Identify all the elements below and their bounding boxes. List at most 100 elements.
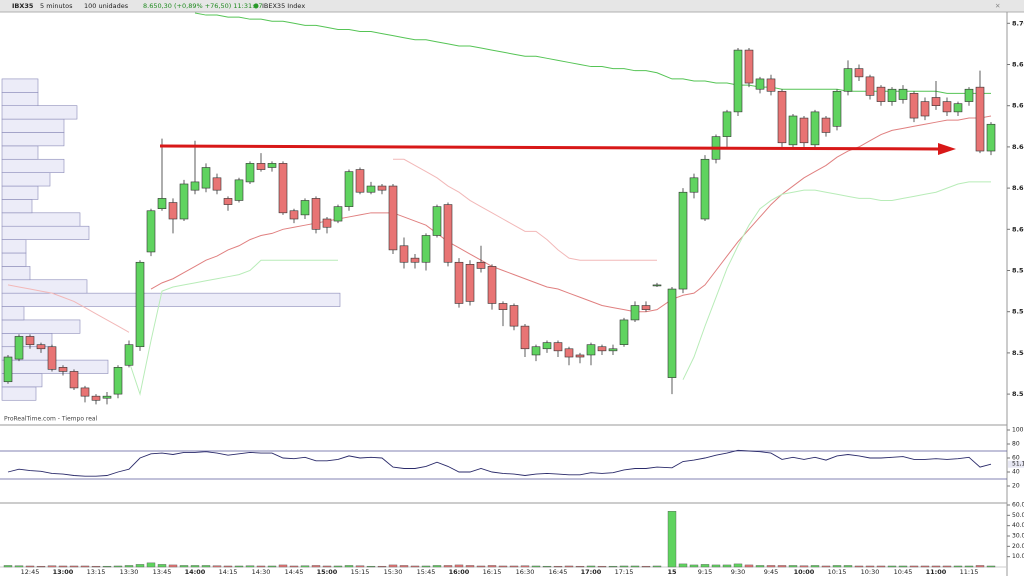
candle-body (25, 336, 35, 345)
close-button[interactable]: ✕ (995, 2, 1000, 10)
volume-bar (542, 565, 552, 568)
candle-body (810, 111, 820, 146)
volume-tick-label: 50.0 (1012, 512, 1024, 519)
candle-body (113, 367, 123, 395)
volume-bar (520, 565, 530, 568)
time-label: 13:45 (153, 568, 172, 576)
profile-bar (1, 319, 81, 334)
volume-bar (942, 565, 952, 568)
volume-bar (509, 565, 519, 568)
volume-bar (91, 565, 101, 568)
candle-body (102, 395, 112, 399)
profile-bar (1, 118, 65, 133)
volume-bar (223, 565, 233, 568)
candle-body (821, 117, 831, 133)
units[interactable]: 100 unidades (84, 2, 129, 10)
candle-body (366, 185, 376, 193)
time-label: 14:00 (185, 568, 206, 576)
candle-body (476, 261, 486, 269)
volume-bar (810, 565, 820, 568)
volume-bar (722, 564, 732, 568)
profile-bar (1, 145, 39, 160)
profile-bar (1, 172, 51, 187)
candle-body (509, 305, 519, 327)
candle-body (80, 387, 90, 397)
volume-bar (641, 565, 651, 568)
candle-body (920, 101, 930, 117)
volume-bar (311, 565, 321, 568)
profile-bar (1, 199, 33, 214)
rsi-last-tag (1008, 460, 1024, 468)
symbol[interactable]: IBX35 (12, 2, 34, 10)
candle-body (399, 245, 409, 263)
candle-body (542, 342, 552, 350)
volume-bar (586, 565, 596, 568)
candle-body (689, 177, 699, 193)
profile-bar (1, 92, 39, 106)
candle-body (421, 235, 431, 263)
overlay-line (194, 12, 991, 94)
candle-body (766, 78, 776, 92)
volume-bar (711, 564, 721, 568)
candle-body (887, 88, 897, 102)
time-label: 16:45 (549, 568, 568, 576)
volume-bar (476, 565, 486, 568)
rsi-tick-label: 20 (1012, 483, 1020, 490)
volume-bar (344, 565, 354, 568)
candle-body (597, 346, 607, 352)
profile-bar (1, 225, 90, 240)
volume-bar (58, 565, 68, 568)
time-label: 16:00 (449, 568, 470, 576)
volume-bar (564, 565, 574, 568)
time-label: 10:45 (894, 568, 913, 576)
time-label: 9:15 (698, 568, 713, 576)
overlay-line (7, 158, 657, 333)
candle-body (36, 344, 46, 350)
candle-body (909, 93, 919, 119)
volume-bar (630, 565, 640, 568)
profile-bar (1, 279, 88, 294)
volume-bar (575, 565, 585, 568)
annotation-arrowhead (938, 143, 956, 155)
volume-bar (777, 565, 787, 568)
volume-bar (102, 565, 112, 568)
volume-bar (289, 565, 299, 568)
candle-body (986, 123, 996, 152)
candle-body (146, 210, 156, 253)
time-label: 13:15 (87, 568, 106, 576)
price-tick-label: 8.52 (1012, 390, 1024, 398)
candle-body (755, 78, 765, 90)
candle-body (777, 90, 787, 144)
profile-bar (1, 386, 37, 401)
volume-bar (256, 565, 266, 568)
time-label: 13:00 (53, 568, 74, 576)
volume-bar (597, 565, 607, 568)
period[interactable]: 5 minutos (40, 2, 73, 10)
candle-body (168, 202, 178, 220)
time-label: 11:15 (960, 568, 979, 576)
candle-body (190, 181, 200, 191)
profile-bar (1, 306, 25, 321)
volume-bar (975, 565, 985, 568)
candle-body (678, 191, 688, 290)
volume-bar (498, 565, 508, 568)
candle-body (744, 49, 754, 84)
volume-bar (179, 565, 189, 568)
time-label: 17:00 (581, 568, 602, 576)
candle-body (564, 348, 574, 358)
candle-body (201, 167, 211, 189)
candle-body (377, 185, 387, 191)
candle-body (667, 288, 677, 378)
quote: 8.650,30 (+0,89% +76,50) 11:31:37 (143, 2, 263, 10)
candle-body (575, 354, 585, 358)
time-label: 9:30 (731, 568, 746, 576)
time-label: 16:15 (483, 568, 502, 576)
price-tick-label: 8.56 (1012, 308, 1024, 316)
candle-body (256, 163, 266, 170)
candle-body (443, 204, 453, 263)
volume-bar (986, 565, 996, 568)
time-label: 15:45 (417, 568, 436, 576)
time-label: 10:15 (828, 568, 847, 576)
volume-tick-label: 10.0 (1012, 553, 1024, 560)
